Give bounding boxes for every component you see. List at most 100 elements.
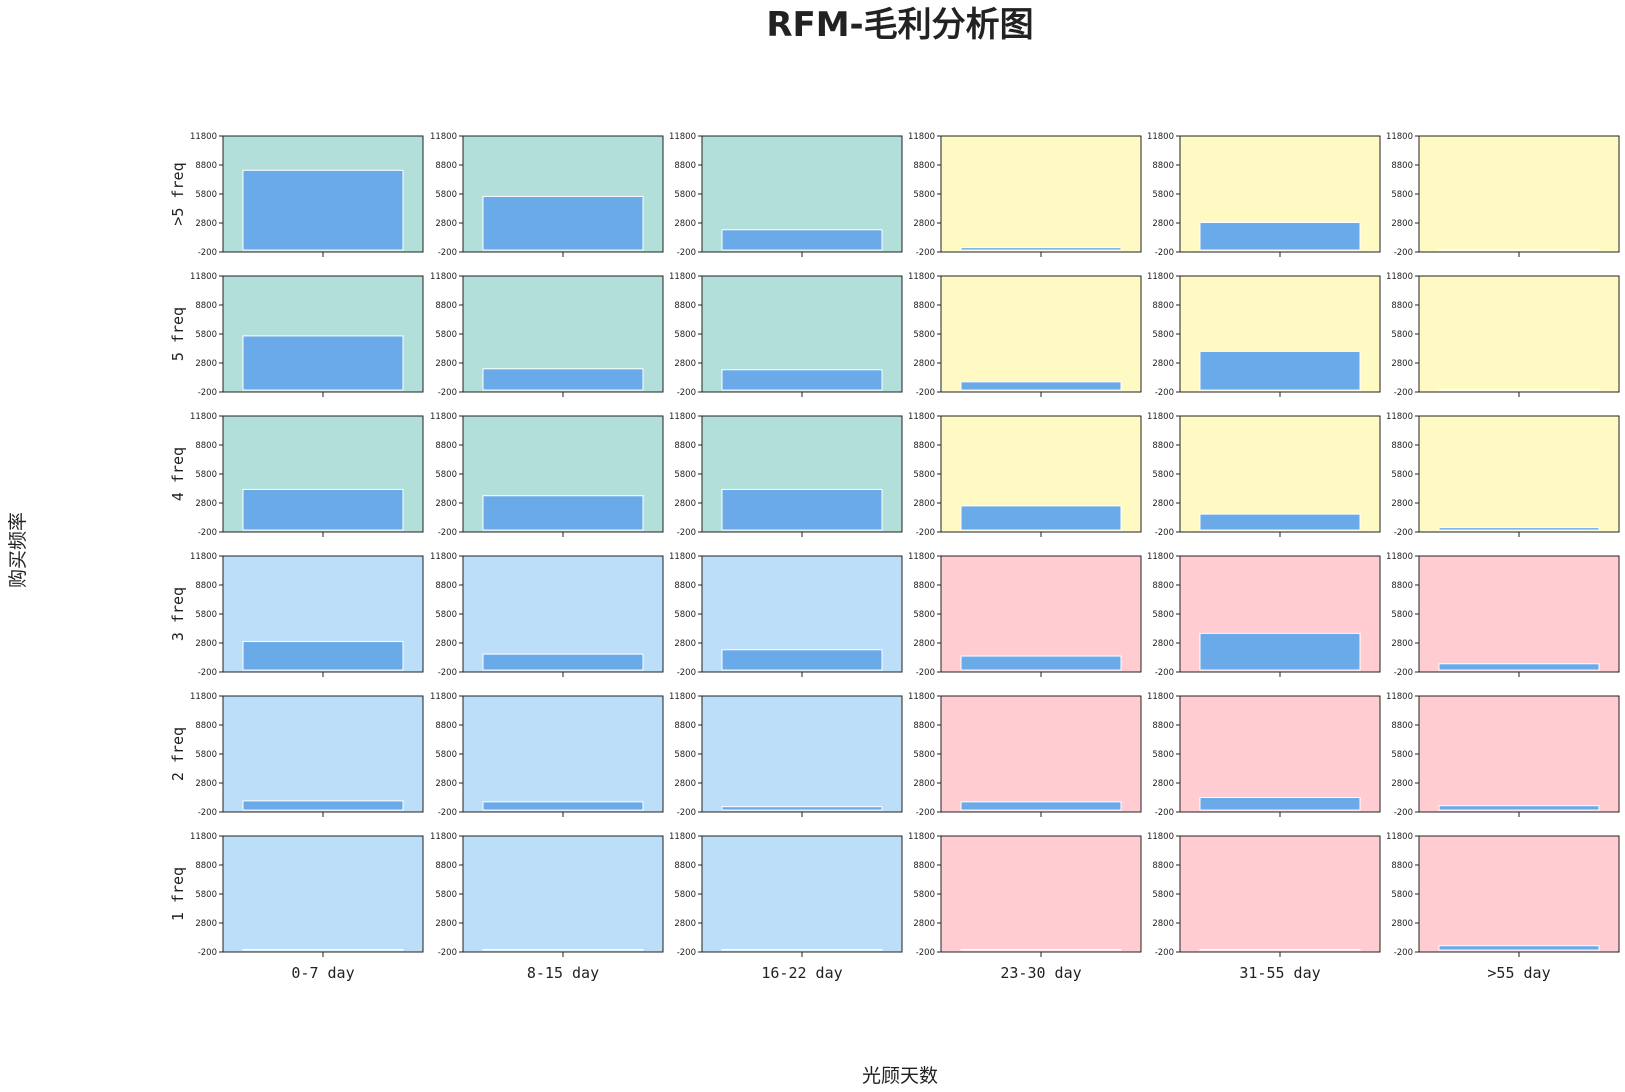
y-tick-label: -200 xyxy=(916,248,935,258)
y-tick-label: 11800 xyxy=(430,552,457,562)
y-tick-label: -200 xyxy=(1155,388,1174,398)
y-tick-label: 11800 xyxy=(1147,552,1174,562)
y-tick-label: 2800 xyxy=(435,219,457,229)
column-label: 8-15 day xyxy=(527,964,599,982)
panel-background xyxy=(1180,416,1380,532)
y-tick-label: 11800 xyxy=(190,272,217,282)
y-tick-label: 5800 xyxy=(674,890,696,900)
y-tick-label: 8800 xyxy=(674,581,696,591)
column-label: 16-22 day xyxy=(761,964,842,982)
chart-title: RFM-毛利分析图 xyxy=(766,5,1033,45)
bar xyxy=(1438,663,1600,671)
y-tick-label: 11800 xyxy=(1147,412,1174,422)
panel-background xyxy=(1419,696,1619,812)
y-tick-label: 2800 xyxy=(674,639,696,649)
panel-r0-c3: -200 2800 5800 8800 11800 xyxy=(908,132,1142,258)
y-tick-label: 5800 xyxy=(1391,470,1413,480)
column-label: 0-7 day xyxy=(291,964,354,982)
y-tick-label: -200 xyxy=(916,808,935,818)
row-label: >5 freq xyxy=(169,162,187,225)
bar xyxy=(721,806,883,811)
y-tick-label: 8800 xyxy=(195,581,217,591)
y-tick-label: 8800 xyxy=(1391,161,1413,171)
panel-background xyxy=(941,836,1141,952)
bar xyxy=(482,368,644,391)
y-tick-label: 5800 xyxy=(913,890,935,900)
bar xyxy=(482,495,644,531)
y-tick-label: 8800 xyxy=(195,721,217,731)
y-tick-label: 11800 xyxy=(908,692,935,702)
bar xyxy=(721,948,883,951)
panel-grid: -200 2800 5800 8800 11800 >5 freq -200 2800 5800… xyxy=(169,132,1620,982)
y-tick-label: 11800 xyxy=(430,132,457,142)
y-tick-label: 5800 xyxy=(195,190,217,200)
y-tick-label: 8800 xyxy=(674,161,696,171)
panel-r0-c1: -200 2800 5800 8800 11800 xyxy=(430,132,664,258)
y-tick-label: -200 xyxy=(1394,808,1413,818)
y-tick-label: -200 xyxy=(438,668,457,678)
y-tick-label: 2800 xyxy=(674,359,696,369)
y-tick-label: 5800 xyxy=(1391,750,1413,760)
panel-r4-c2: -200 2800 5800 8800 11800 xyxy=(669,692,903,818)
bar xyxy=(1438,805,1600,811)
bar xyxy=(1199,948,1361,951)
y-tick-label: 8800 xyxy=(435,721,457,731)
x-axis-label: 光顾天数 xyxy=(862,1065,938,1087)
y-tick-label: -200 xyxy=(198,388,217,398)
y-tick-label: 8800 xyxy=(1152,161,1174,171)
y-tick-label: 8800 xyxy=(1152,441,1174,451)
y-tick-label: -200 xyxy=(1155,808,1174,818)
panel-background xyxy=(1419,136,1619,252)
y-tick-label: 11800 xyxy=(1386,832,1413,842)
bar xyxy=(960,247,1122,251)
y-tick-label: 5800 xyxy=(674,610,696,620)
y-tick-label: -200 xyxy=(1155,528,1174,538)
y-tick-label: 5800 xyxy=(913,610,935,620)
y-tick-label: 8800 xyxy=(674,441,696,451)
y-tick-label: 8800 xyxy=(435,161,457,171)
y-tick-label: -200 xyxy=(677,808,696,818)
y-tick-label: 2800 xyxy=(195,779,217,789)
y-tick-label: -200 xyxy=(916,388,935,398)
bar xyxy=(242,335,404,391)
panel-background xyxy=(702,696,902,812)
y-tick-label: 8800 xyxy=(195,301,217,311)
y-tick-label: -200 xyxy=(438,808,457,818)
y-tick-label: 5800 xyxy=(913,470,935,480)
y-tick-label: -200 xyxy=(916,528,935,538)
panel-r1-c2: -200 2800 5800 8800 11800 xyxy=(669,272,903,398)
panel-r0-c5: -200 2800 5800 8800 11800 xyxy=(1386,132,1620,258)
bar xyxy=(721,488,883,531)
y-tick-label: 5800 xyxy=(674,750,696,760)
panel-background xyxy=(223,836,423,952)
y-tick-label: 2800 xyxy=(1152,499,1174,509)
bar xyxy=(721,369,883,391)
y-tick-label: 8800 xyxy=(913,301,935,311)
bar xyxy=(1199,350,1361,391)
panel-r3-c5: -200 2800 5800 8800 11800 xyxy=(1386,552,1620,678)
panel-r5-c5: -200 2800 5800 8800 11800 >55 day xyxy=(1386,832,1620,982)
panel-r0-c2: -200 2800 5800 8800 11800 xyxy=(669,132,903,258)
panel-r3-c1: -200 2800 5800 8800 11800 xyxy=(430,552,664,678)
y-tick-label: 5800 xyxy=(674,330,696,340)
y-tick-label: 2800 xyxy=(1152,639,1174,649)
y-tick-label: 5800 xyxy=(195,330,217,340)
y-tick-label: 8800 xyxy=(913,441,935,451)
y-axis-label: 购买频率 xyxy=(7,512,29,588)
y-tick-label: 11800 xyxy=(1386,552,1413,562)
y-tick-label: 2800 xyxy=(1391,499,1413,509)
panel-r3-c3: -200 2800 5800 8800 11800 xyxy=(908,552,1142,678)
panel-background xyxy=(941,136,1141,252)
panel-r3-c4: -200 2800 5800 8800 11800 xyxy=(1147,552,1381,678)
y-tick-label: 5800 xyxy=(195,610,217,620)
y-tick-label: 11800 xyxy=(669,552,696,562)
y-tick-label: 5800 xyxy=(435,190,457,200)
y-tick-label: 11800 xyxy=(908,552,935,562)
y-tick-label: 8800 xyxy=(195,861,217,871)
y-tick-label: 2800 xyxy=(195,639,217,649)
y-tick-label: 8800 xyxy=(435,441,457,451)
panel-r1-c5: -200 2800 5800 8800 11800 xyxy=(1386,272,1620,398)
panel-r2-c0: -200 2800 5800 8800 11800 4 freq xyxy=(169,412,424,538)
y-tick-label: 5800 xyxy=(435,890,457,900)
